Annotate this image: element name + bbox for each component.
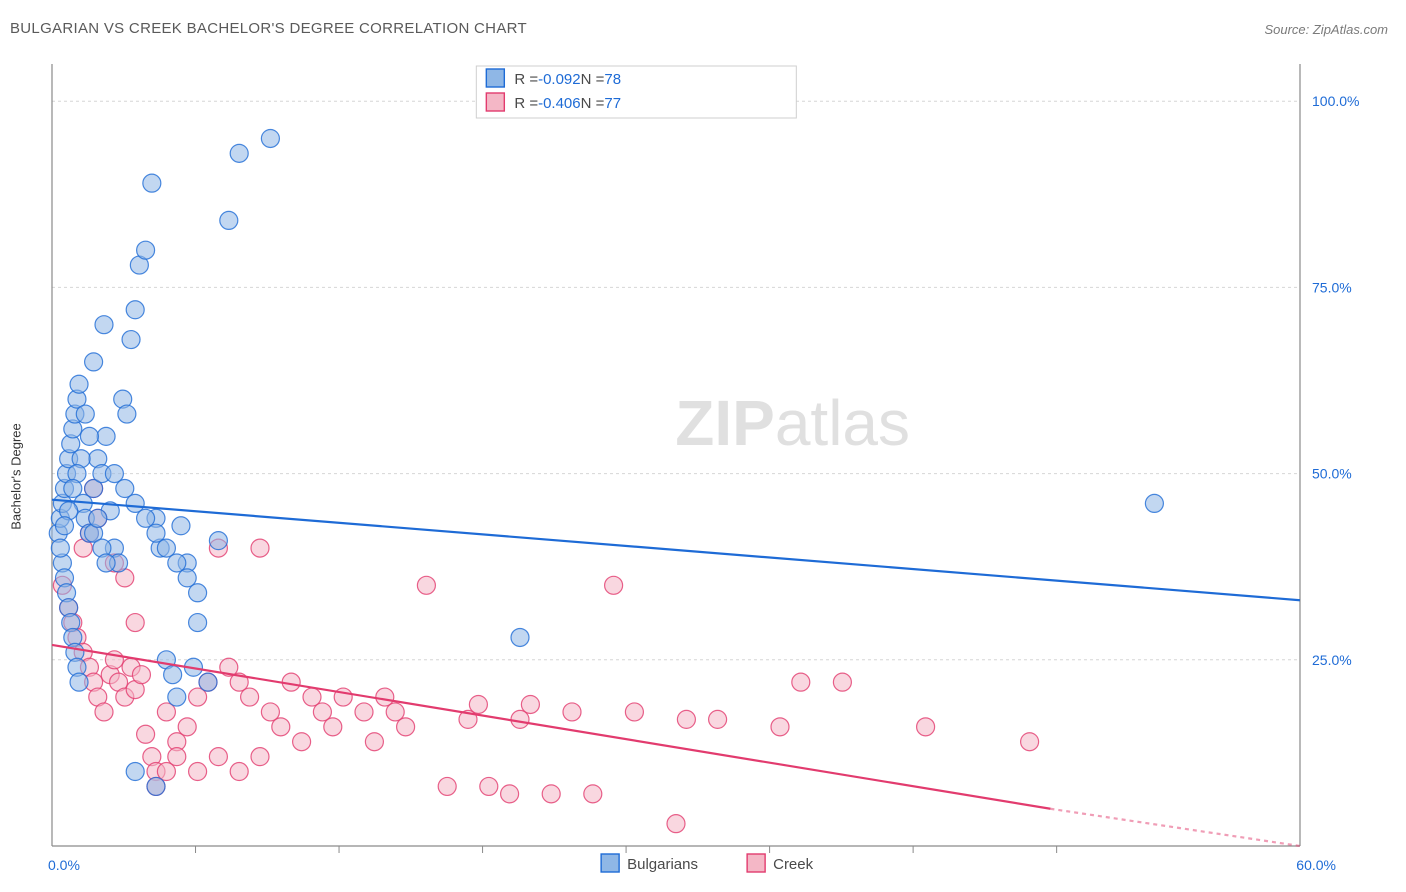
regression-line-blue [52,500,1300,601]
data-point [251,748,269,766]
data-point [70,673,88,691]
data-point [55,517,73,535]
data-point [605,576,623,594]
data-point [272,718,290,736]
data-point [469,695,487,713]
data-point [95,703,113,721]
x-tick-label: 0.0% [48,857,80,873]
data-point [521,695,539,713]
data-point [917,718,935,736]
data-point [70,375,88,393]
data-point [132,666,150,684]
legend-stat-text: 77 [604,95,621,112]
data-point [563,703,581,721]
legend-swatch [486,93,504,111]
regression-line-pink [52,645,1050,809]
legend-swatch [601,854,619,872]
y-tick-label: 100.0% [1312,93,1359,109]
data-point [172,517,190,535]
data-point [137,725,155,743]
y-tick-label: 50.0% [1312,466,1352,482]
regression-line-pink-dashed [1050,809,1300,846]
legend-stat-text: -0.406 [538,95,581,112]
data-point [89,509,107,527]
data-point [189,614,207,632]
legend-series-label: Creek [773,856,814,873]
data-point [147,777,165,795]
data-point [511,628,529,646]
y-tick-label: 75.0% [1312,279,1352,295]
chart-title: BULGARIAN VS CREEK BACHELOR'S DEGREE COR… [10,20,527,37]
data-point [199,673,217,691]
data-point [792,673,810,691]
data-point [1021,733,1039,751]
data-point [261,129,279,147]
data-point [118,405,136,423]
legend-stat-text: N = [581,71,605,88]
data-point [324,718,342,736]
data-point [122,331,140,349]
data-point [164,666,182,684]
data-point [126,763,144,781]
legend-swatch [486,69,504,87]
data-point [76,405,94,423]
data-point [51,539,69,557]
data-point [209,532,227,550]
data-point [230,763,248,781]
legend-stat-text: -0.092 [538,71,581,88]
data-point [251,539,269,557]
data-point [667,815,685,833]
data-point [97,427,115,445]
legend-stat-text: 78 [604,71,621,88]
data-point [417,576,435,594]
data-point [97,554,115,572]
data-point [709,710,727,728]
x-tick-label: 60.0% [1296,857,1336,873]
data-point [355,703,373,721]
data-point [397,718,415,736]
data-point [209,748,227,766]
data-point [168,688,186,706]
data-point [584,785,602,803]
data-point [1145,494,1163,512]
y-tick-label: 25.0% [1312,652,1352,668]
legend-swatch [747,854,765,872]
data-point [365,733,383,751]
data-point [64,480,82,498]
data-point [771,718,789,736]
legend-stat-text: R = [514,71,538,88]
data-point [126,301,144,319]
data-point [677,710,695,728]
data-point [293,733,311,751]
legend-stat-text: N = [581,95,605,112]
data-point [137,241,155,259]
data-point [85,353,103,371]
data-point [542,785,560,803]
data-point [168,748,186,766]
data-point [438,777,456,795]
y-axis-label: Bachelor's Degree [9,423,24,530]
data-point [625,703,643,721]
source-label: Source: ZipAtlas.com [1264,22,1388,37]
data-point [833,673,851,691]
data-point [126,614,144,632]
data-point [220,211,238,229]
data-point [501,785,519,803]
data-point [241,688,259,706]
data-point [95,316,113,334]
correlation-scatter-chart: 25.0% 50.0% 75.0% 100.0% 0.0% 60.0% R = -0.092… [10,56,1396,882]
data-point [480,777,498,795]
data-point [189,584,207,602]
data-point [143,174,161,192]
legend-stat-text: R = [514,95,538,112]
data-point [178,718,196,736]
data-point [80,427,98,445]
data-point [230,144,248,162]
data-point [189,763,207,781]
legend-series-label: Bulgarians [627,856,698,873]
